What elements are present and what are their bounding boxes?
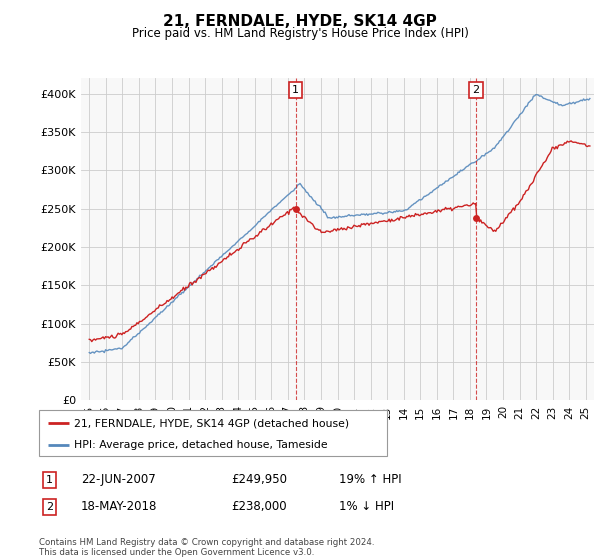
Text: 1: 1 <box>292 85 299 95</box>
Text: Price paid vs. HM Land Registry's House Price Index (HPI): Price paid vs. HM Land Registry's House … <box>131 27 469 40</box>
Text: £249,950: £249,950 <box>231 473 287 487</box>
Text: 1: 1 <box>46 475 53 485</box>
Text: 21, FERNDALE, HYDE, SK14 4GP (detached house): 21, FERNDALE, HYDE, SK14 4GP (detached h… <box>74 418 349 428</box>
Text: HPI: Average price, detached house, Tameside: HPI: Average price, detached house, Tame… <box>74 440 328 450</box>
Text: 2: 2 <box>46 502 53 512</box>
Text: Contains HM Land Registry data © Crown copyright and database right 2024.
This d: Contains HM Land Registry data © Crown c… <box>39 538 374 557</box>
Text: 1% ↓ HPI: 1% ↓ HPI <box>339 500 394 514</box>
Text: 22-JUN-2007: 22-JUN-2007 <box>81 473 156 487</box>
Text: 18-MAY-2018: 18-MAY-2018 <box>81 500 157 514</box>
Text: 19% ↑ HPI: 19% ↑ HPI <box>339 473 401 487</box>
Text: 21, FERNDALE, HYDE, SK14 4GP: 21, FERNDALE, HYDE, SK14 4GP <box>163 14 437 29</box>
FancyBboxPatch shape <box>39 410 387 456</box>
Text: 2: 2 <box>472 85 479 95</box>
Text: £238,000: £238,000 <box>231 500 287 514</box>
